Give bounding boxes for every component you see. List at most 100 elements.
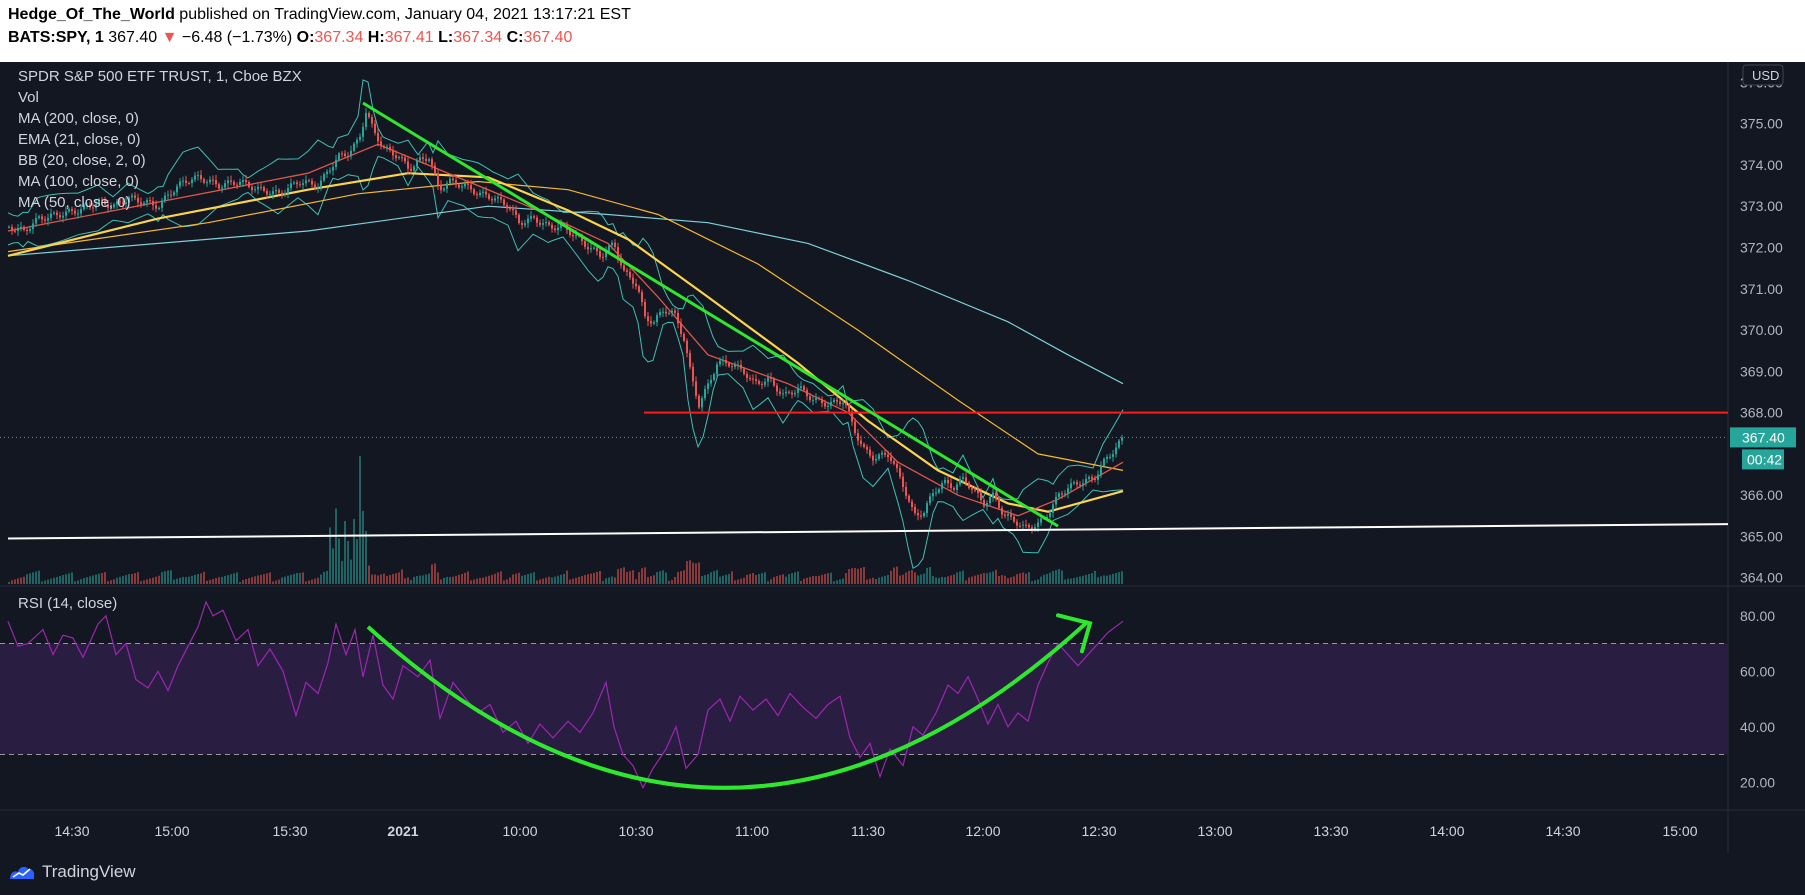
candle-body: [1013, 516, 1015, 522]
support-line: [7, 523, 1729, 540]
volume-bar: [611, 576, 613, 584]
volume-bar: [1082, 575, 1084, 584]
candle: [59, 211, 61, 220]
candle-body: [968, 482, 970, 489]
candle-body: [611, 242, 613, 246]
volume-bar: [1076, 577, 1078, 584]
candle: [392, 145, 394, 161]
candle-body: [359, 136, 361, 140]
volume-bar: [806, 577, 808, 584]
candle: [53, 210, 55, 216]
author-name[interactable]: Hedge_Of_The_World: [8, 6, 175, 23]
candle: [1094, 475, 1096, 483]
candle-body: [863, 443, 865, 447]
volume-bar: [287, 575, 289, 584]
candle-body: [356, 139, 358, 144]
volume-bar: [1031, 581, 1033, 584]
candle-body: [1112, 454, 1114, 457]
candle: [1073, 480, 1075, 485]
candle: [788, 390, 790, 395]
volume-bar: [575, 577, 577, 584]
candle: [95, 199, 97, 212]
candle-body: [425, 158, 427, 161]
candle-body: [473, 189, 475, 195]
volume-bar: [245, 579, 247, 584]
candle: [116, 198, 118, 209]
price-tick-label: 364.00: [1740, 570, 1783, 586]
candle: [737, 360, 739, 370]
candle: [932, 488, 934, 502]
candle: [953, 486, 955, 492]
volume-bar: [215, 578, 217, 584]
volume-bar: [1022, 572, 1024, 584]
volume-bar: [986, 573, 988, 584]
volume-bar: [536, 580, 538, 584]
candle-body: [266, 190, 268, 195]
candle: [170, 189, 172, 199]
candle: [287, 183, 289, 199]
candle-body: [1076, 482, 1078, 485]
volume-bar: [455, 575, 457, 584]
candle-body: [224, 183, 226, 188]
candle-body: [185, 180, 187, 184]
candle-body: [95, 204, 97, 208]
volume-bar: [500, 571, 502, 584]
candle: [101, 196, 103, 205]
volume-bar: [602, 580, 604, 584]
volume-bar: [398, 572, 400, 584]
volume-bar: [605, 578, 607, 584]
candle-body: [821, 398, 823, 404]
volume-bar: [347, 541, 349, 584]
candle-body: [332, 166, 334, 171]
last-price-tag-label: 367.40: [1742, 429, 1785, 445]
candle-body: [272, 191, 274, 195]
candle: [215, 175, 217, 188]
candle: [125, 197, 127, 208]
volume-bar: [1106, 575, 1108, 584]
volume-bar: [845, 573, 847, 584]
price-chart[interactable]: 376.00375.00374.00373.00372.00371.00370.…: [0, 62, 1805, 853]
candle-body: [1103, 458, 1105, 467]
candle: [668, 311, 670, 316]
candle: [290, 178, 292, 192]
candle-body: [755, 379, 757, 382]
candle: [488, 192, 490, 201]
volume-bar: [764, 572, 766, 584]
volume-bar: [110, 580, 112, 584]
volume-bar: [200, 573, 202, 584]
candle-body: [860, 440, 862, 444]
candle-body: [680, 323, 682, 334]
candle-body: [23, 226, 25, 230]
candle: [623, 263, 625, 272]
candle-body: [596, 247, 598, 252]
rsi-tick-label: 60.00: [1740, 663, 1775, 679]
volume-bar: [563, 573, 565, 584]
candle: [251, 184, 253, 195]
volume-bar: [209, 579, 211, 584]
volume-bar: [329, 527, 331, 584]
candle-body: [65, 211, 67, 216]
candle: [881, 450, 883, 459]
candle: [1103, 457, 1105, 468]
candle: [182, 176, 184, 187]
volume-bar: [401, 569, 403, 584]
legend-item: MA (200, close, 0): [18, 110, 139, 127]
candle-body: [146, 200, 148, 203]
volume-bar: [71, 572, 73, 584]
candle: [413, 164, 415, 173]
candle-body: [809, 396, 811, 401]
candle: [389, 143, 391, 153]
candle-body: [329, 170, 331, 172]
volume-bar: [620, 568, 622, 584]
candle-body: [599, 251, 601, 257]
candle: [590, 243, 592, 253]
price-tick-label: 372.00: [1740, 240, 1783, 256]
candle: [374, 120, 376, 136]
candle-body: [410, 168, 412, 171]
tradingview-brand[interactable]: TradingView: [42, 862, 136, 881]
legend-item: EMA (21, close, 0): [18, 131, 141, 148]
volume-bar: [569, 579, 571, 584]
candle-body: [848, 405, 850, 412]
candle-body: [512, 208, 514, 211]
candle-body: [251, 186, 253, 191]
